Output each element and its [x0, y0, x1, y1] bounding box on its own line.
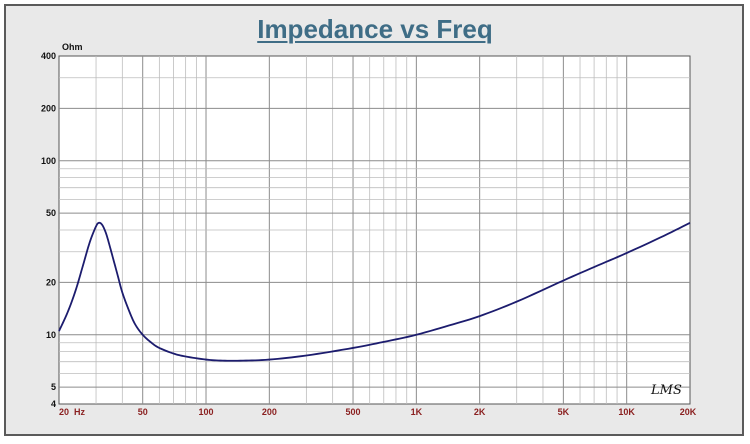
lms-watermark: LMS [650, 383, 682, 398]
x-tick-label: 2K [474, 407, 486, 417]
y-tick-label: 50 [46, 208, 56, 218]
x-tick-label: 10K [618, 407, 635, 417]
y-tick-label: 10 [46, 330, 56, 340]
x-tick-label: 50 [138, 407, 148, 417]
y-tick-label: 20 [46, 277, 56, 287]
x-tick-label: 200 [262, 407, 277, 417]
y-axis-ticks: 400 200 100 50 20 10 5 4 [41, 51, 56, 409]
x-tick-label: 100 [199, 407, 214, 417]
x-tick-label: 20 Hz [59, 407, 86, 417]
x-axis-ticks: 20 Hz 50 100 200 500 1K 2K 5K 10K 20K [59, 407, 697, 417]
y-tick-label: 400 [41, 51, 56, 61]
impedance-curve [58, 221, 691, 362]
y-axis-label: Ohm [62, 42, 83, 52]
chart-title: Impedance vs Freq [257, 14, 493, 44]
x-tick-label: 1K [411, 407, 423, 417]
grid-lines [59, 56, 690, 404]
x-tick-label: 5K [558, 407, 570, 417]
x-tick-label: 500 [346, 407, 361, 417]
y-tick-label: 5 [51, 382, 56, 392]
x-tick-label: 20K [680, 407, 697, 417]
y-tick-label: 100 [41, 156, 56, 166]
y-tick-label: 200 [41, 103, 56, 113]
y-tick-label: 4 [51, 399, 56, 409]
